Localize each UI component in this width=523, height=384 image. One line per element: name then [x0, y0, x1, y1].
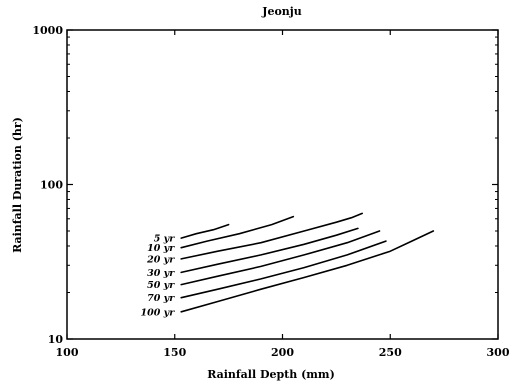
series-curves	[180, 212, 435, 313]
x-tick-label: 300	[487, 346, 510, 359]
series-line	[180, 240, 387, 299]
series-label: 70 yr	[147, 293, 175, 304]
x-tick-label: 150	[163, 346, 186, 359]
plot-area	[66, 29, 499, 340]
chart-title: Jeonju	[261, 5, 302, 18]
y-tick-label: 1000	[32, 24, 63, 37]
y-tick-label: 100	[40, 179, 63, 192]
series-line	[180, 227, 359, 274]
series-label: 50 yr	[147, 280, 175, 291]
x-tick-label: 250	[379, 346, 402, 359]
series-label: 5 yr	[154, 234, 175, 245]
x-tick-label: 200	[271, 346, 294, 359]
series-label: 100 yr	[141, 307, 176, 318]
x-axis-label: Rainfall Depth (mm)	[207, 368, 335, 381]
series-label: 30 yr	[147, 268, 175, 279]
y-tick-label: 10	[48, 333, 64, 346]
y-axis-label: Rainfall Duration (hr)	[11, 117, 24, 253]
series-line	[180, 212, 364, 260]
series-label: 20 yr	[146, 254, 175, 265]
series-line	[180, 230, 435, 313]
series-line	[180, 215, 295, 249]
series-line	[180, 223, 230, 239]
series-label: 10 yr	[147, 243, 175, 254]
x-tick-label: 100	[56, 346, 79, 359]
series-line	[180, 230, 381, 286]
